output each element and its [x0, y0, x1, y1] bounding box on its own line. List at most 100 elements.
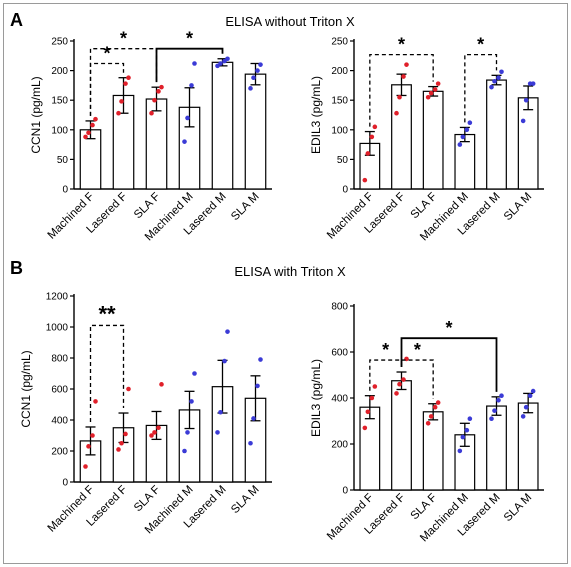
data-point: [90, 433, 95, 438]
y-tick-label: 600: [331, 348, 348, 359]
bar: [517, 97, 539, 190]
x-tick-label: SLA M: [502, 191, 534, 223]
significance-marker: *: [103, 43, 110, 63]
data-point: [90, 122, 95, 128]
bar: [211, 61, 234, 190]
data-point: [428, 90, 434, 96]
y-tick-label: 0: [62, 478, 68, 489]
data-point: [527, 393, 533, 399]
y-tick-label: 150: [331, 96, 348, 107]
data-point: [182, 448, 187, 454]
y-tick-label: 50: [337, 155, 349, 166]
data-point: [520, 414, 526, 419]
y-axis-label: CCN1 (pg/mL): [29, 76, 43, 153]
data-point: [255, 68, 260, 73]
data-point: [464, 427, 470, 433]
significance-marker: *: [477, 35, 484, 55]
y-axis-label: EDIL3 (pg/mL): [309, 76, 323, 154]
data-point: [159, 84, 164, 90]
data-point: [397, 381, 402, 387]
data-point: [192, 371, 197, 376]
data-point: [185, 430, 190, 435]
figure-panel: A ELISA without Triton X B ELISA with Trito…: [3, 3, 568, 564]
x-tick-label: SLA F: [132, 191, 163, 222]
data-point: [93, 399, 98, 404]
y-tick-label: 200: [51, 66, 68, 77]
data-point: [401, 377, 406, 382]
significance-marker: *: [120, 29, 127, 49]
data-point: [258, 357, 263, 362]
bar: [244, 73, 267, 190]
y-tick-label: 200: [331, 440, 348, 451]
data-point: [86, 444, 91, 449]
data-point: [499, 69, 504, 75]
bar: [391, 380, 412, 491]
data-point: [255, 383, 260, 389]
y-tick-label: 100: [51, 125, 68, 136]
bar: [486, 79, 507, 190]
data-point: [152, 97, 157, 103]
data-point: [159, 382, 164, 387]
bar: [391, 84, 412, 190]
data-point: [404, 62, 409, 67]
data-point: [218, 61, 223, 66]
significance-marker: *: [398, 35, 405, 55]
y-tick-label: 400: [331, 394, 348, 405]
data-point: [460, 434, 466, 440]
y-tick-label: 400: [51, 416, 68, 427]
data-point: [425, 421, 431, 426]
data-point: [492, 408, 497, 413]
data-point: [464, 127, 470, 133]
x-tick-label: SLA F: [132, 484, 163, 515]
significance-bracket: [155, 47, 224, 83]
data-point: [394, 110, 399, 116]
data-point: [93, 116, 98, 122]
data-point: [222, 358, 227, 364]
y-axis-label: CCN1 (pg/mL): [19, 350, 33, 427]
y-tick-label: 600: [51, 385, 68, 396]
significance-bracket: [89, 324, 125, 422]
data-point: [251, 416, 256, 421]
data-point: [369, 395, 375, 401]
data-point: [365, 409, 371, 415]
significance-bracket: [400, 337, 498, 392]
data-point: [116, 110, 121, 116]
data-point: [149, 110, 154, 116]
y-tick-label: 0: [342, 486, 348, 497]
data-point: [116, 447, 121, 452]
x-tick-label: Machined F: [46, 191, 97, 242]
panel-title-a: ELISA without Triton X: [225, 14, 355, 29]
data-point: [126, 386, 131, 392]
data-point: [432, 404, 438, 410]
data-point: [530, 388, 536, 394]
x-tick-label: SLA M: [229, 191, 261, 223]
significance-marker: **: [98, 301, 116, 326]
data-point: [467, 416, 473, 422]
panel-letter-a: A: [10, 10, 23, 30]
data-point: [123, 431, 128, 437]
panel-title-b: ELISA with Triton X: [234, 264, 346, 279]
data-point: [397, 94, 402, 100]
y-tick-label: 50: [57, 155, 69, 166]
y-tick-label: 250: [331, 37, 348, 48]
data-point: [401, 74, 406, 79]
data-point: [119, 99, 124, 104]
data-point: [123, 81, 128, 86]
data-point: [185, 115, 190, 121]
data-point: [489, 84, 494, 90]
y-tick-label: 0: [62, 185, 68, 196]
bar: [454, 133, 476, 190]
x-tick-label: SLA M: [502, 492, 534, 524]
y-tick-label: 200: [51, 447, 68, 458]
data-point: [362, 177, 368, 183]
x-tick-label: SLA F: [409, 492, 440, 523]
x-tick-label: Machined F: [46, 484, 97, 535]
data-point: [499, 393, 504, 399]
data-point: [83, 464, 88, 469]
significance-marker: *: [445, 318, 452, 338]
data-point: [258, 62, 263, 67]
figure-canvas: A ELISA without Triton X B ELISA with Trito…: [10, 10, 544, 544]
data-point: [365, 151, 371, 156]
data-point: [520, 118, 526, 124]
data-point: [467, 120, 473, 125]
